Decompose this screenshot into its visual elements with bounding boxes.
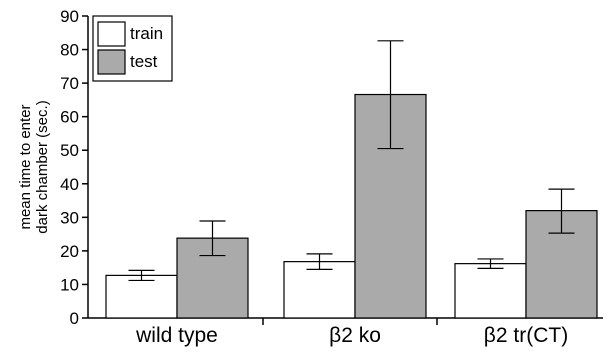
y-axis-title-line-2: dark chamber (sec.) — [34, 100, 51, 233]
y-tick-label-0: 0 — [70, 309, 79, 328]
x-axis: wild type β2 ko β2 tr(CT) — [88, 317, 603, 347]
legend-swatch-test — [97, 49, 126, 75]
bars — [105, 93, 598, 319]
y-tick-label-80: 80 — [60, 41, 79, 60]
legend-label-test: test — [130, 52, 158, 71]
y-tick-label-20: 20 — [60, 242, 79, 261]
bar-train-1 — [105, 274, 178, 319]
y-axis-title-line-1: mean time to enter — [17, 104, 34, 229]
bar-train-2 — [283, 261, 356, 319]
x-tick-label-3: β2 tr(CT) — [484, 324, 568, 347]
y-axis-title: mean time to enterdark chamber (sec.) — [17, 100, 51, 233]
legend-swatch-train — [97, 21, 126, 47]
x-tick-label-2: β2 ko — [329, 324, 381, 347]
y-tick-label-70: 70 — [60, 74, 79, 93]
legend-label-train: train — [130, 24, 163, 43]
y-axis-title-text: mean time to enterdark chamber (sec.) — [17, 100, 51, 233]
y-tick-label-50: 50 — [60, 141, 79, 160]
y-axis: 0 10 20 30 40 50 60 70 80 90 — [60, 7, 89, 328]
bar-train-3 — [454, 263, 527, 319]
error-bars — [128, 40, 575, 282]
x-tick-label-1: wild type — [135, 324, 218, 347]
legend: train test — [92, 15, 173, 82]
y-tick-label-10: 10 — [60, 275, 79, 294]
y-tick-label-40: 40 — [60, 175, 79, 194]
y-tick-label-30: 30 — [60, 208, 79, 227]
y-tick-label-90: 90 — [60, 7, 79, 26]
y-tick-label-60: 60 — [60, 108, 79, 127]
